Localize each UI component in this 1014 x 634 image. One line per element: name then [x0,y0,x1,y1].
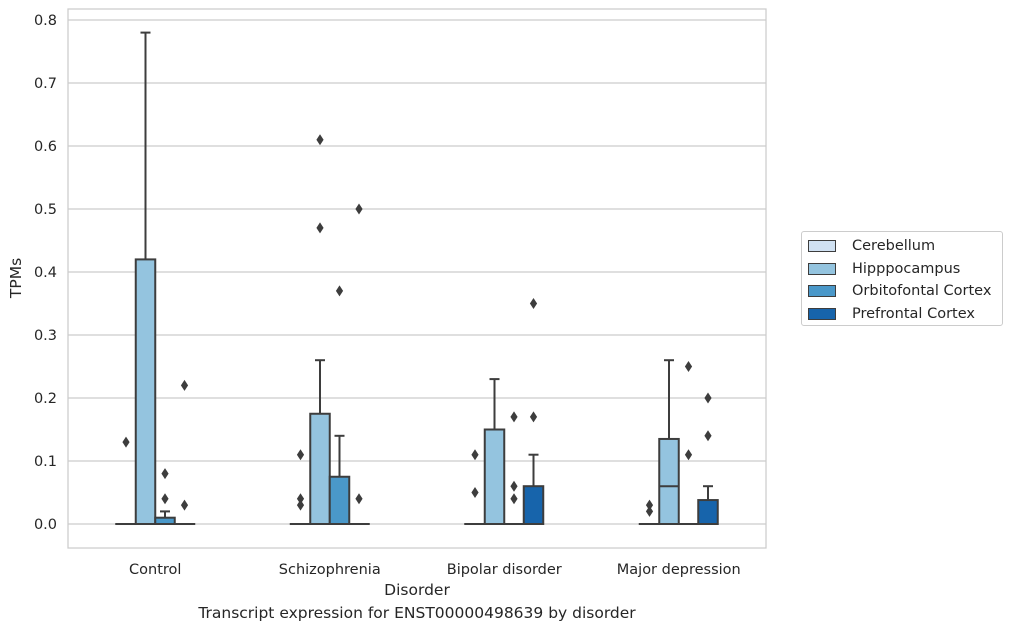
x-tick-labels: Control Schizophrenia Bipolar disorder Majo… [129,562,741,578]
box-prefrontal-cortex [173,379,196,526]
legend-entry-hippocampus: Hipppocampus [808,259,960,279]
legend: Cerebellum Hipppocampus Orbitofontal Cor… [801,231,1003,326]
box-hipppocampus [134,31,157,525]
legend-label: Orbitofontal Cortex [852,283,992,299]
outlier-point [704,392,712,404]
outlier-point [355,493,363,505]
legend-swatch [808,285,836,297]
box-hipppocampus [483,378,506,525]
outlier-point [510,480,518,492]
legend-label: Cerebellum [852,238,936,254]
outlier-point [704,430,712,442]
legend-swatch [808,263,836,275]
box-layer [115,31,719,526]
outlier-point [316,222,324,234]
grid-layer [68,19,766,525]
y-tick-label: 0.0 [34,517,57,533]
legend-entry-cerebellum: Cerebellum [808,236,935,256]
outlier-point [510,493,518,505]
box-body [522,485,545,526]
box-body [328,475,351,525]
box-orbitofontal-cortex [677,361,700,526]
x-tick-label: Control [129,562,181,578]
y-tick-label: 0.8 [34,13,57,29]
outlier-point [355,203,363,215]
box-hipppocampus [658,359,680,526]
outlier-point [180,379,189,391]
legend-swatch [808,240,836,252]
y-tick-label: 0.4 [34,265,57,281]
y-tick-label: 0.6 [34,139,57,155]
box-prefrontal-cortex [522,298,545,526]
y-tick-label: 0.2 [34,391,57,407]
box-prefrontal-cortex [697,392,719,525]
outlier-point [335,285,344,297]
box-body [483,428,506,525]
outlier-point [122,436,130,448]
y-axis-title: TPMs [7,258,25,299]
box-body [309,412,331,525]
x-axis-title: Disorder [384,581,450,599]
y-tick-label: 0.7 [34,76,57,92]
y-tick-label: 0.1 [34,454,57,470]
legend-label: Hipppocampus [852,261,961,277]
outlier-point [645,499,654,511]
plot-frame [67,8,767,549]
outlier-point [161,493,169,505]
legend-swatch [808,308,836,320]
figure-caption: Transcript expression for ENST0000049863… [198,604,636,622]
outlier-point [180,499,189,511]
legend-entry-prefrontal-cortex: Prefrontal Cortex [808,304,975,324]
outlier-point [296,499,305,511]
outlier-point [296,449,305,461]
outlier-point [510,411,518,423]
box-prefrontal-cortex [348,203,370,526]
box-body [134,258,157,525]
box-cerebellum [638,499,661,526]
box-body [697,499,719,525]
box-orbitofontal-cortex [503,411,525,526]
outlier-point [316,134,324,146]
legend-entry-orbitofrontal-cortex: Orbitofontal Cortex [808,281,991,301]
y-tick-label: 0.5 [34,202,57,218]
outlier-point [161,468,169,480]
outlier-point [471,487,479,498]
outlier-point [529,411,538,423]
y-tick-labels: 0.0 0.1 0.2 0.3 0.4 0.5 0.6 0.7 0.8 [34,13,57,533]
outlier-point [529,298,538,309]
legend-label: Prefrontal Cortex [852,306,975,322]
y-tick-label: 0.3 [34,328,57,344]
box-body [658,437,680,526]
box-hipppocampus [309,134,331,525]
x-tick-label: Schizophrenia [279,562,381,578]
outlier-point [471,449,479,461]
x-tick-label: Bipolar disorder [447,562,562,578]
outlier-point [296,493,305,505]
outlier-point [684,449,693,461]
box-cerebellum [115,436,137,526]
x-tick-label: Major depression [617,562,741,578]
outlier-point [684,361,693,372]
box-orbitofontal-cortex [154,468,176,526]
outlier-point [645,505,654,517]
box-cerebellum [289,449,312,526]
box-orbitofontal-cortex [328,285,351,525]
